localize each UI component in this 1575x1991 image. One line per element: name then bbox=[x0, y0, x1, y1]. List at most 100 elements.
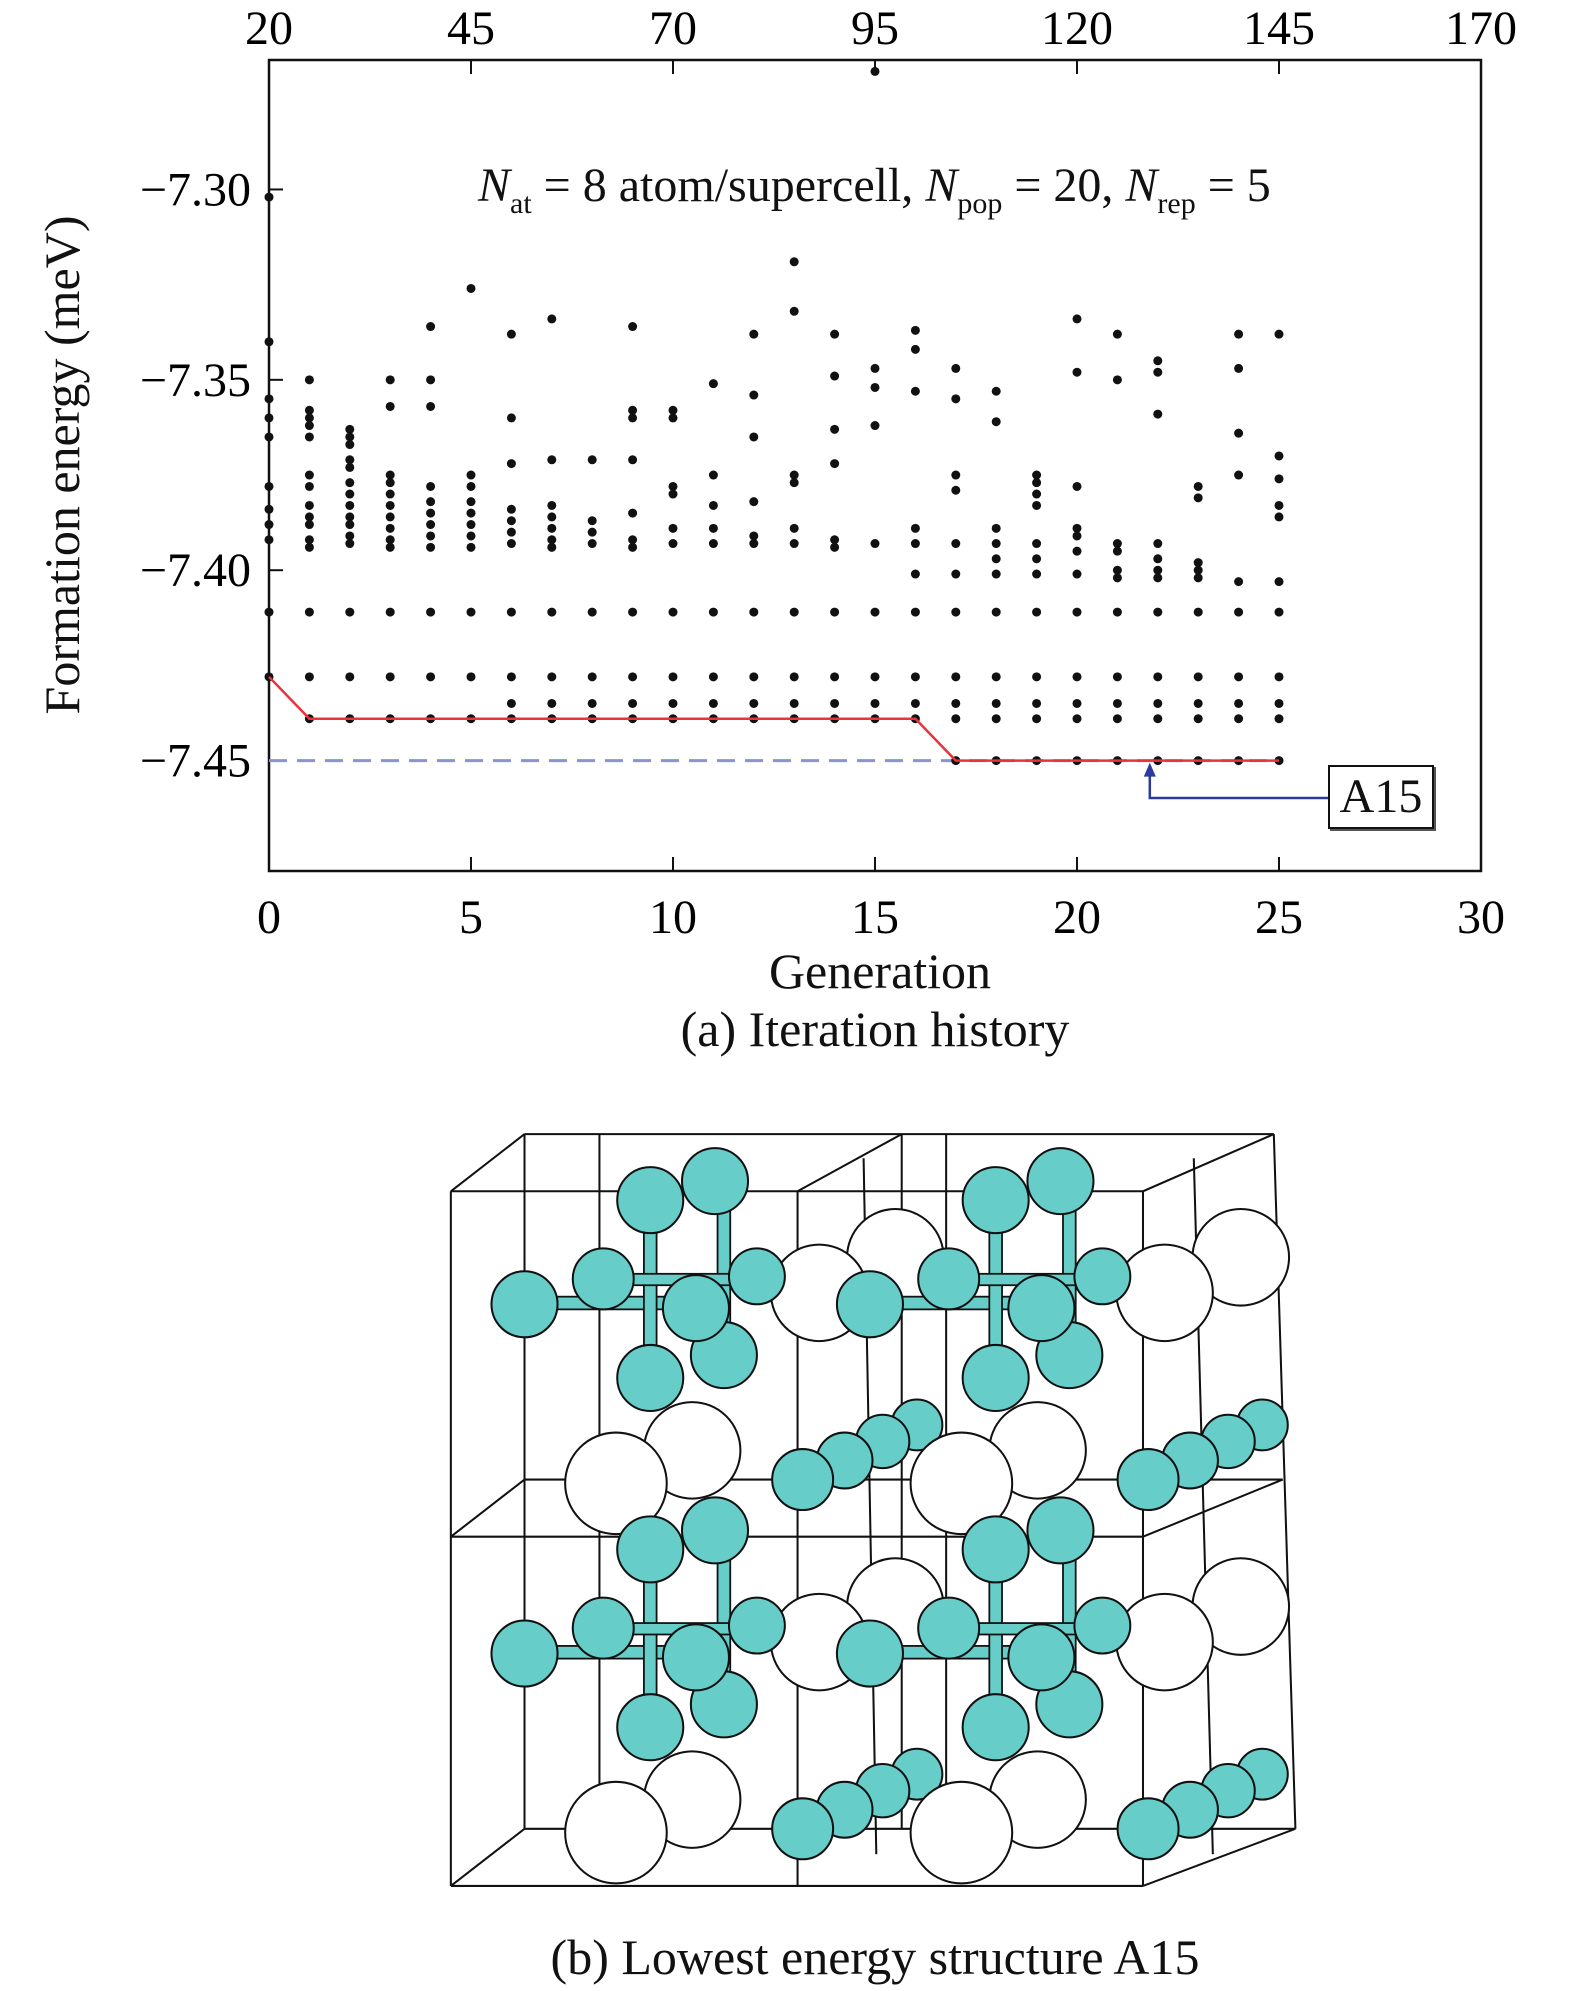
atom-teal bbox=[771, 1797, 835, 1861]
arrow-head-icon bbox=[1143, 762, 1156, 777]
data-point bbox=[789, 470, 799, 480]
data-point bbox=[385, 542, 395, 552]
data-point bbox=[1032, 489, 1042, 499]
data-point bbox=[1274, 607, 1284, 617]
data-point bbox=[668, 413, 678, 423]
data-point bbox=[1193, 573, 1203, 583]
atom-teal bbox=[661, 1274, 730, 1343]
data-point bbox=[1234, 329, 1244, 339]
data-point bbox=[1153, 367, 1163, 377]
data-point bbox=[1153, 607, 1163, 617]
unit-cell-motif bbox=[835, 1147, 1291, 1536]
data-point bbox=[506, 459, 516, 469]
data-point bbox=[426, 401, 436, 411]
a15-callout-box: A15 bbox=[1328, 765, 1434, 829]
data-point bbox=[506, 539, 516, 549]
x-axis-label: Generation bbox=[768, 943, 992, 999]
data-point bbox=[951, 394, 961, 404]
data-point bbox=[708, 379, 718, 389]
data-point bbox=[345, 478, 355, 488]
data-point bbox=[304, 520, 314, 530]
data-point bbox=[1153, 565, 1163, 575]
data-point bbox=[1112, 329, 1122, 339]
data-point bbox=[1274, 672, 1284, 682]
data-point bbox=[789, 672, 799, 682]
data-point bbox=[506, 413, 516, 423]
data-point bbox=[426, 542, 436, 552]
data-point bbox=[1072, 367, 1082, 377]
data-point bbox=[466, 607, 476, 617]
data-point bbox=[749, 390, 759, 400]
data-point bbox=[466, 470, 476, 480]
top-x-tick-label: 145 bbox=[1243, 2, 1315, 55]
data-point bbox=[426, 531, 436, 541]
data-point bbox=[506, 698, 516, 708]
data-point bbox=[830, 607, 840, 617]
data-point bbox=[1072, 481, 1082, 491]
data-point bbox=[547, 672, 557, 682]
data-point bbox=[1032, 569, 1042, 579]
data-point bbox=[708, 523, 718, 533]
data-point bbox=[345, 489, 355, 499]
top-x-tick-label: 170 bbox=[1445, 2, 1517, 55]
data-point bbox=[830, 424, 840, 434]
data-point bbox=[587, 527, 597, 537]
y-axis-label: Formation energy (meV) bbox=[34, 215, 90, 715]
data-point bbox=[628, 455, 638, 465]
data-point bbox=[668, 672, 678, 682]
atom-teal bbox=[490, 1619, 559, 1688]
data-point bbox=[385, 523, 395, 533]
data-point bbox=[1072, 672, 1082, 682]
atom-teal bbox=[1026, 1496, 1095, 1565]
data-point bbox=[304, 512, 314, 522]
data-point bbox=[345, 520, 355, 530]
data-point bbox=[789, 306, 799, 316]
data-point bbox=[506, 504, 516, 514]
data-point bbox=[1274, 500, 1284, 510]
data-point bbox=[910, 344, 920, 354]
data-point bbox=[1112, 375, 1122, 385]
data-point bbox=[345, 440, 355, 450]
data-point bbox=[991, 569, 1001, 579]
data-point bbox=[628, 413, 638, 423]
data-point bbox=[789, 257, 799, 267]
data-point bbox=[1032, 698, 1042, 708]
data-point bbox=[587, 516, 597, 526]
data-point bbox=[951, 714, 961, 724]
data-point bbox=[1032, 714, 1042, 724]
data-point bbox=[466, 283, 476, 293]
data-point bbox=[304, 607, 314, 617]
data-point bbox=[547, 455, 557, 465]
data-point bbox=[466, 481, 476, 491]
atom-teal bbox=[1026, 1147, 1095, 1216]
atom-teal bbox=[616, 1515, 685, 1584]
data-point bbox=[628, 405, 638, 415]
data-point bbox=[426, 508, 436, 518]
data-point bbox=[385, 478, 395, 488]
data-point bbox=[264, 413, 274, 423]
data-point bbox=[304, 500, 314, 510]
data-point bbox=[466, 672, 476, 682]
data-point bbox=[749, 607, 759, 617]
data-point bbox=[466, 520, 476, 530]
atom-teal bbox=[1007, 1274, 1076, 1343]
data-point bbox=[628, 698, 638, 708]
data-point bbox=[628, 672, 638, 682]
data-point bbox=[1234, 607, 1244, 617]
unit-cell-motif bbox=[835, 1496, 1291, 1885]
data-point bbox=[1274, 512, 1284, 522]
data-point bbox=[1112, 714, 1122, 724]
data-point bbox=[951, 672, 961, 682]
data-point bbox=[1193, 481, 1203, 491]
atom-teal bbox=[835, 1619, 904, 1688]
data-point bbox=[1112, 607, 1122, 617]
data-point bbox=[1274, 329, 1284, 339]
y-tick-label: −7.40 bbox=[140, 544, 251, 597]
atom-teal bbox=[490, 1270, 559, 1339]
data-point bbox=[345, 539, 355, 549]
data-point bbox=[951, 470, 961, 480]
data-point bbox=[385, 489, 395, 499]
data-point bbox=[951, 698, 961, 708]
data-point bbox=[951, 569, 961, 579]
data-point bbox=[789, 539, 799, 549]
